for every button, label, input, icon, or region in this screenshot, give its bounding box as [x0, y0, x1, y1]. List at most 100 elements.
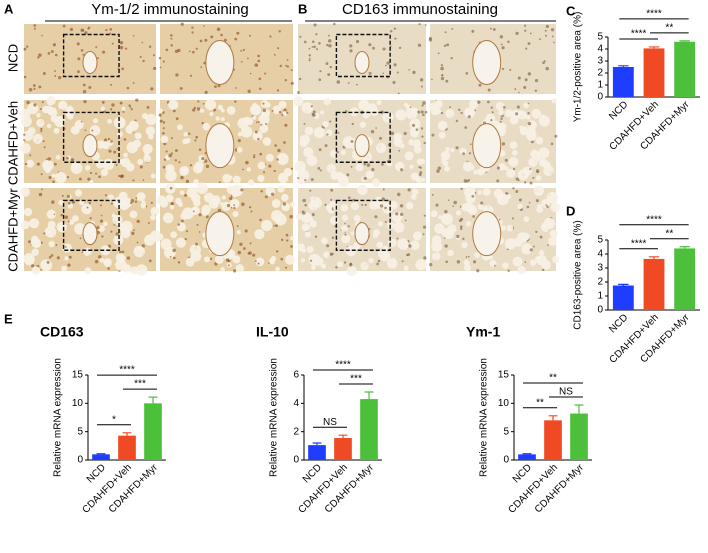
cell-dot: [444, 209, 448, 214]
cell-dot: [335, 266, 338, 269]
fat-vacuole: [113, 235, 124, 246]
fat-vacuole: [258, 113, 270, 125]
cell-dot: [136, 241, 139, 244]
cell-dot: [46, 260, 50, 264]
fat-vacuole: [163, 212, 174, 224]
cell-dot: [109, 28, 113, 31]
fat-vacuole: [310, 265, 316, 270]
cell-dot: [469, 143, 472, 146]
fat-vacuole: [165, 169, 177, 182]
fat-vacuole: [343, 140, 349, 146]
cell-dot: [172, 248, 176, 253]
fat-vacuole: [376, 100, 382, 106]
fat-vacuole: [310, 196, 316, 202]
fat-vacuole: [519, 126, 529, 136]
cell-dot: [61, 194, 64, 197]
cell-dot: [424, 24, 427, 26]
cell-dot: [496, 166, 500, 170]
cell-dot: [184, 193, 188, 197]
y-tick-label: 0: [597, 92, 603, 103]
cell-dot: [303, 40, 307, 44]
vessel: [354, 134, 370, 158]
fat-vacuole: [552, 256, 560, 264]
fat-vacuole: [246, 167, 252, 172]
cell-dot: [48, 175, 52, 180]
fat-vacuole: [413, 145, 422, 154]
cell-dot: [135, 98, 139, 102]
y-tick-label: 0: [293, 455, 299, 466]
cell-dot: [297, 91, 300, 94]
fat-vacuole: [196, 182, 208, 195]
fat-vacuole: [526, 130, 537, 141]
cell-dot: [205, 164, 210, 169]
cell-dot: [404, 219, 407, 222]
cell-dot: [43, 232, 46, 235]
fat-vacuole: [462, 161, 474, 172]
y-tick-label: 4: [293, 398, 299, 409]
bar: [544, 420, 562, 460]
cell-dot: [486, 100, 490, 104]
fat-vacuole: [100, 168, 109, 177]
cell-dot: [232, 269, 237, 273]
cell-dot: [437, 52, 440, 55]
cell-dot: [449, 106, 452, 109]
cell-dot: [98, 255, 102, 259]
fat-vacuole: [67, 203, 74, 209]
vessel: [205, 123, 235, 169]
fat-vacuole: [420, 177, 426, 183]
cell-dot: [195, 242, 198, 246]
fat-vacuole: [103, 221, 108, 227]
cell-dot: [24, 162, 28, 166]
cell-dot: [43, 146, 46, 149]
fat-vacuole: [404, 151, 414, 161]
significance-label: **: [536, 397, 544, 408]
fat-vacuole: [463, 264, 472, 272]
fat-vacuole: [504, 109, 513, 118]
cell-dot: [99, 204, 102, 207]
cell-dot: [277, 148, 281, 153]
cell-dot: [37, 56, 40, 59]
y-axis-label: Relative mRNA expression: [53, 358, 64, 477]
cell-dot: [437, 166, 442, 170]
cell-dot: [259, 87, 262, 90]
y-tick-label: 5: [597, 32, 603, 43]
cell-dot: [38, 192, 43, 197]
fat-vacuole: [323, 97, 332, 106]
fat-vacuole: [535, 175, 542, 182]
fat-vacuole: [304, 231, 312, 238]
bar: [518, 454, 536, 460]
cell-dot: [535, 230, 538, 233]
cell-dot: [274, 144, 277, 147]
fat-vacuole: [51, 173, 56, 178]
cell-dot: [249, 72, 252, 75]
cell-dot: [456, 234, 460, 239]
cell-dot: [253, 154, 256, 157]
cell-dot: [55, 243, 58, 247]
fat-vacuole: [322, 120, 329, 128]
cell-dot: [240, 50, 243, 52]
cell-dot: [355, 40, 360, 44]
cell-dot: [459, 225, 463, 229]
cell-dot: [553, 41, 555, 44]
cell-dot: [23, 47, 27, 51]
fat-vacuole: [543, 165, 554, 177]
cell-dot: [110, 108, 113, 111]
cell-dot: [303, 122, 306, 125]
cell-dot: [349, 263, 353, 267]
fat-vacuole: [551, 98, 557, 104]
cell-dot: [38, 53, 42, 57]
cell-dot: [172, 256, 176, 260]
cell-dot: [347, 225, 350, 228]
cell-dot: [375, 127, 377, 129]
fat-vacuole: [300, 258, 306, 263]
cell-dot: [175, 117, 179, 121]
fat-vacuole: [102, 158, 115, 171]
cell-dot: [192, 210, 195, 213]
fat-vacuole: [405, 201, 414, 210]
y-tick-label: 1: [597, 80, 603, 91]
fat-vacuole: [220, 117, 225, 122]
cell-dot: [464, 126, 468, 129]
fat-vacuole: [445, 147, 451, 152]
cell-dot: [397, 92, 400, 95]
cell-dot: [527, 42, 531, 45]
